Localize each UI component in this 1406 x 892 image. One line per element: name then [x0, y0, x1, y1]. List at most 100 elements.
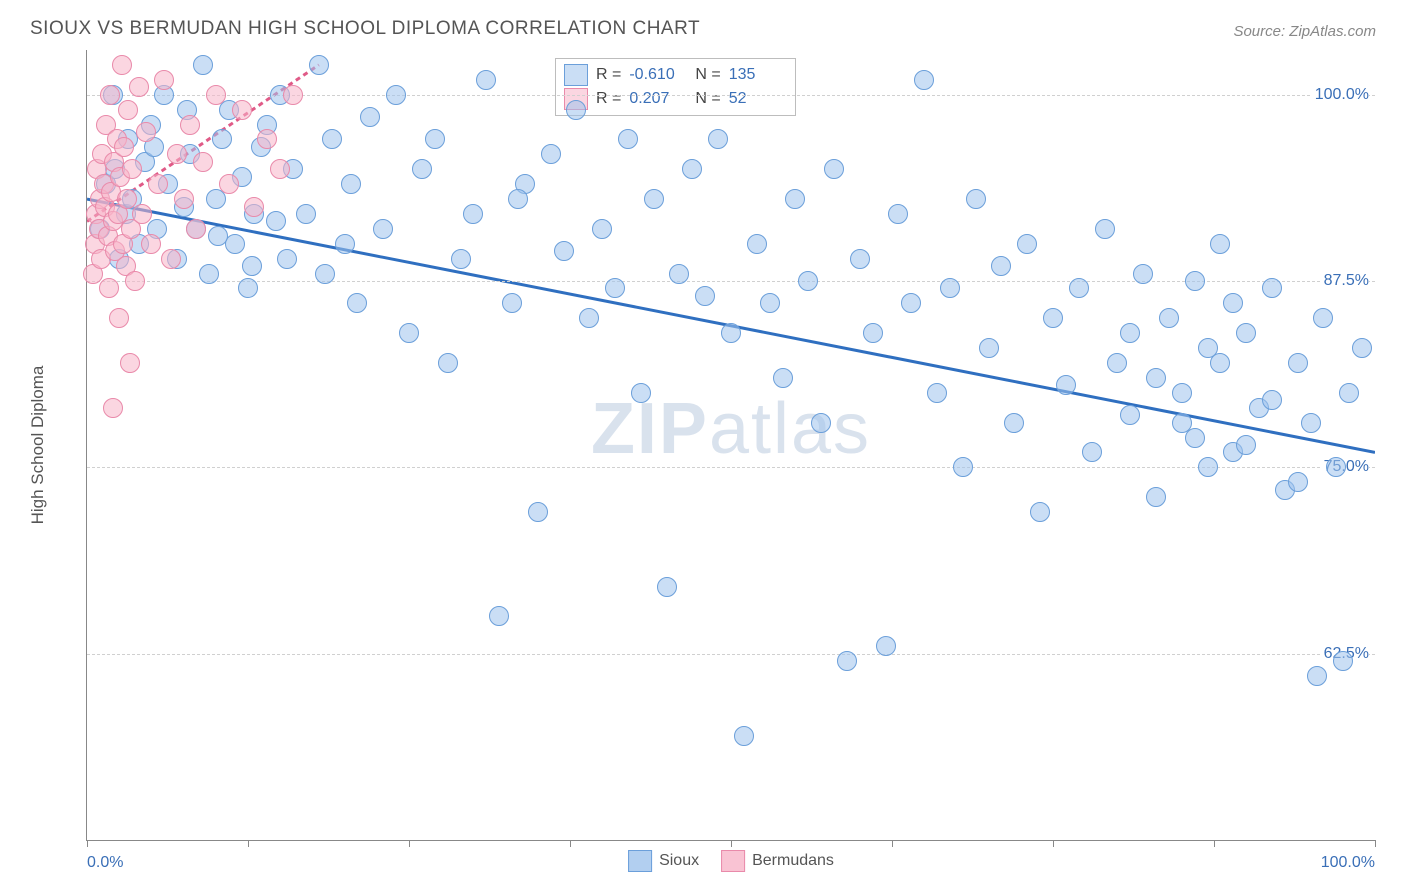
data-point — [1236, 323, 1256, 343]
data-point — [122, 159, 142, 179]
data-point — [1056, 375, 1076, 395]
plot-area: ZIPatlas R = -0.610 N = 135 R = 0.207 N … — [86, 50, 1375, 841]
stats-legend: R = -0.610 N = 135 R = 0.207 N = 52 — [555, 58, 796, 116]
data-point — [644, 189, 664, 209]
data-point — [914, 70, 934, 90]
data-point — [508, 189, 528, 209]
chart-header: SIOUX VS BERMUDAN HIGH SCHOOL DIPLOMA CO… — [0, 0, 1406, 48]
data-point — [1307, 666, 1327, 686]
data-point — [773, 368, 793, 388]
watermark: ZIPatlas — [591, 388, 871, 470]
data-point — [1301, 413, 1321, 433]
data-point — [618, 129, 638, 149]
data-point — [554, 241, 574, 261]
legend-label-sioux: Sioux — [659, 852, 699, 870]
data-point — [238, 278, 258, 298]
y-tick-label: 87.5% — [1320, 272, 1369, 290]
data-point — [161, 249, 181, 269]
data-point — [386, 85, 406, 105]
x-tick — [87, 840, 88, 847]
data-point — [1172, 383, 1192, 403]
data-point — [180, 115, 200, 135]
data-point — [257, 129, 277, 149]
data-point — [244, 197, 264, 217]
data-point — [1159, 308, 1179, 328]
data-point — [798, 271, 818, 291]
data-point — [199, 264, 219, 284]
data-point — [270, 159, 290, 179]
x-axis-max-label: 100.0% — [1321, 854, 1375, 872]
data-point — [99, 278, 119, 298]
data-point — [1223, 293, 1243, 313]
x-tick — [409, 840, 410, 847]
data-point — [309, 55, 329, 75]
data-point — [425, 129, 445, 149]
data-point — [206, 85, 226, 105]
data-point — [132, 204, 152, 224]
data-point — [277, 249, 297, 269]
data-point — [193, 152, 213, 172]
data-point — [117, 189, 137, 209]
data-point — [1069, 278, 1089, 298]
x-tick — [1053, 840, 1054, 847]
data-point — [850, 249, 870, 269]
stats-row-bermudans: R = 0.207 N = 52 — [564, 87, 787, 111]
data-point — [1146, 368, 1166, 388]
data-point — [136, 122, 156, 142]
data-point — [1133, 264, 1153, 284]
data-point — [242, 256, 262, 276]
data-point — [1095, 219, 1115, 239]
data-point — [876, 636, 896, 656]
data-point — [657, 577, 677, 597]
data-point — [1198, 457, 1218, 477]
data-point — [463, 204, 483, 224]
data-point — [167, 144, 187, 164]
data-point — [566, 100, 586, 120]
data-point — [347, 293, 367, 313]
data-point — [373, 219, 393, 239]
data-point — [129, 77, 149, 97]
data-point — [1043, 308, 1063, 328]
chart-source: Source: ZipAtlas.com — [1233, 23, 1376, 40]
data-point — [100, 85, 120, 105]
x-tick — [570, 840, 571, 847]
data-point — [360, 107, 380, 127]
data-point — [1333, 651, 1353, 671]
data-point — [953, 457, 973, 477]
data-point — [1326, 457, 1346, 477]
data-point — [1288, 353, 1308, 373]
data-point — [888, 204, 908, 224]
data-point — [1172, 413, 1192, 433]
swatch-sioux-icon — [628, 850, 652, 872]
stats-row-sioux: R = -0.610 N = 135 — [564, 63, 787, 87]
data-point — [631, 383, 651, 403]
data-point — [1004, 413, 1024, 433]
grid-line — [87, 281, 1375, 282]
legend-item-sioux: Sioux — [628, 850, 699, 872]
data-point — [1236, 435, 1256, 455]
data-point — [979, 338, 999, 358]
data-point — [103, 398, 123, 418]
data-point — [991, 256, 1011, 276]
data-point — [1146, 487, 1166, 507]
data-point — [266, 211, 286, 231]
data-point — [476, 70, 496, 90]
data-point — [695, 286, 715, 306]
data-point — [837, 651, 857, 671]
data-point — [1210, 353, 1230, 373]
data-point — [186, 219, 206, 239]
data-point — [296, 204, 316, 224]
data-point — [118, 100, 138, 120]
swatch-sioux — [564, 64, 588, 86]
data-point — [734, 726, 754, 746]
y-tick-label: 100.0% — [1311, 86, 1369, 104]
data-point — [114, 137, 134, 157]
data-point — [335, 234, 355, 254]
data-point — [592, 219, 612, 239]
data-point — [1120, 323, 1140, 343]
data-point — [528, 502, 548, 522]
data-point — [1262, 390, 1282, 410]
data-point — [785, 189, 805, 209]
data-point — [1339, 383, 1359, 403]
data-point — [605, 278, 625, 298]
